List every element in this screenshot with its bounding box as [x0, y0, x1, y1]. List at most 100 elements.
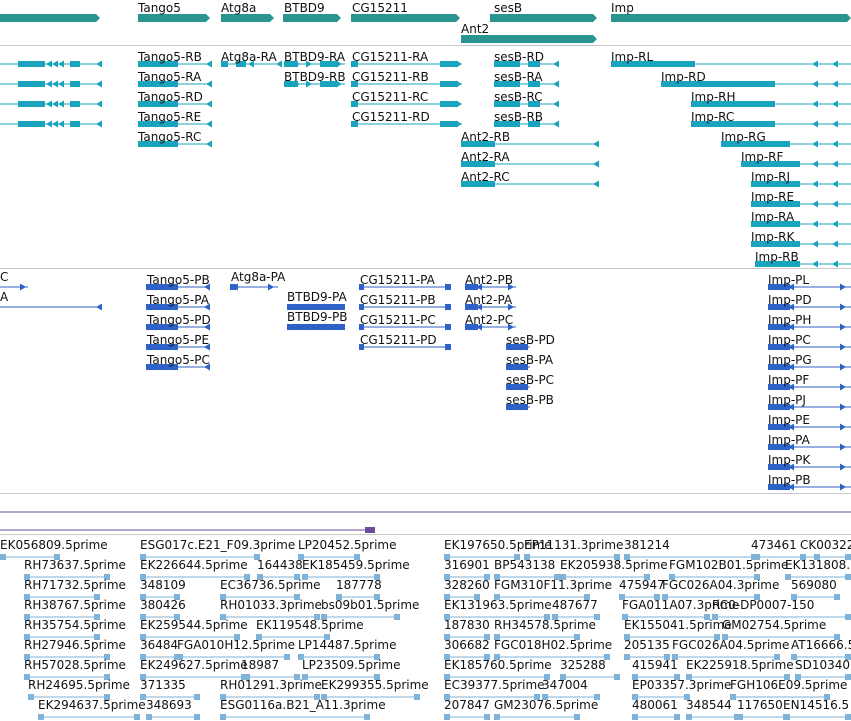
est-block[interactable] [619, 594, 625, 600]
est-block[interactable] [140, 554, 146, 560]
est-block[interactable] [220, 594, 226, 600]
exon-block[interactable] [768, 484, 790, 490]
exon-block[interactable] [528, 121, 540, 127]
gene-label[interactable]: Imp [611, 1, 634, 15]
est-block[interactable] [140, 694, 146, 700]
est-block[interactable] [314, 694, 320, 700]
exon-block[interactable] [70, 121, 80, 127]
est-block[interactable] [0, 554, 6, 560]
est-block[interactable] [104, 654, 110, 660]
est-label[interactable]: 207847 [444, 698, 490, 712]
est-label[interactable]: BP543138 [494, 558, 556, 572]
est-block[interactable] [444, 574, 450, 580]
est-block[interactable] [785, 574, 791, 580]
exon-block[interactable] [768, 404, 790, 410]
est-label[interactable]: EK294637.5prime [38, 698, 146, 712]
est-block[interactable] [146, 714, 152, 720]
protein-label[interactable]: CG15211-PB [360, 293, 436, 307]
est-label[interactable]: EK205938.5prime [560, 558, 668, 572]
est-block[interactable] [24, 654, 30, 660]
exon-block[interactable] [284, 61, 298, 67]
est-label[interactable]: 381214 [624, 538, 670, 552]
protein-label[interactable]: sesB-PA [506, 353, 554, 367]
est-label[interactable]: EK185760.5prime [444, 658, 552, 672]
protein-label[interactable]: Tango5-PC [147, 353, 210, 367]
transcript-label[interactable]: CG15211-RC [352, 90, 429, 104]
est-block[interactable] [494, 574, 500, 580]
est-block[interactable] [722, 634, 728, 640]
est-label[interactable]: 325288 [560, 658, 606, 672]
transcript-label[interactable]: Imp-RC [691, 110, 735, 124]
est-block[interactable] [751, 554, 757, 560]
protein-label[interactable]: Atg8a-PA [231, 270, 286, 284]
est-label[interactable]: 371335 [140, 678, 186, 692]
transcript-label[interactable]: Tango5-RA [138, 70, 202, 84]
exon-block[interactable] [751, 221, 800, 227]
est-block[interactable] [321, 614, 327, 620]
protein-label[interactable]: Tango5-PE [147, 333, 210, 347]
est-block[interactable] [374, 574, 380, 580]
est-block[interactable] [484, 654, 490, 660]
est-block[interactable] [94, 614, 100, 620]
est-label[interactable]: 569080 [791, 578, 837, 592]
est-block[interactable] [104, 574, 110, 580]
est-block[interactable] [834, 594, 840, 600]
est-block[interactable] [134, 714, 140, 720]
exon-block[interactable] [351, 121, 358, 127]
exon-block[interactable] [661, 81, 775, 87]
est-block[interactable] [241, 674, 247, 680]
est-label[interactable]: FGM102B01.5prime [669, 558, 789, 572]
est-block[interactable] [664, 654, 670, 660]
est-block[interactable] [845, 714, 851, 720]
est-block[interactable] [737, 714, 743, 720]
est-label[interactable]: RH71732.5prime [24, 578, 126, 592]
est-block[interactable] [824, 694, 830, 700]
est-block[interactable] [298, 654, 304, 660]
est-block[interactable] [484, 714, 490, 720]
protein-label[interactable]: C [0, 270, 9, 284]
est-block[interactable] [194, 694, 200, 700]
exon-block[interactable] [440, 61, 458, 67]
protein-label[interactable]: BTBD9-PA [287, 290, 347, 304]
est-label[interactable]: CK00322 [800, 538, 851, 552]
exon-block[interactable] [359, 284, 364, 290]
est-label[interactable]: ESG017c.E21_F09.3prime [140, 538, 296, 552]
est-block[interactable] [374, 674, 380, 680]
protein-label[interactable]: Imp-PG [768, 353, 812, 367]
exon-block[interactable] [528, 101, 540, 107]
est-label[interactable]: 348544 [686, 698, 732, 712]
est-block[interactable] [800, 554, 806, 560]
scaffold-end-marker[interactable] [365, 527, 375, 533]
est-block[interactable] [284, 654, 290, 660]
est-block[interactable] [604, 654, 610, 660]
est-block[interactable] [140, 614, 146, 620]
exon-block[interactable] [138, 101, 150, 107]
est-label[interactable]: EK225918.5prime [686, 658, 794, 672]
est-block[interactable] [244, 574, 250, 580]
transcript-label[interactable]: Ant2-RA [461, 150, 510, 164]
exon-block[interactable] [70, 61, 80, 67]
est-block[interactable] [594, 614, 600, 620]
exon-block[interactable] [691, 101, 775, 107]
est-label[interactable]: EK131963.5prime [444, 598, 552, 612]
exon-block[interactable] [138, 141, 150, 147]
gene-bar[interactable] [611, 14, 851, 22]
est-label[interactable]: RH35754.5prime [24, 618, 126, 632]
est-block[interactable] [302, 674, 308, 680]
exon-block[interactable] [18, 121, 45, 127]
transcript-label[interactable]: sesB-RD [494, 50, 545, 64]
transcript-label[interactable]: Tango5-RD [138, 90, 203, 104]
est-label[interactable]: FGC026A04.5prime [672, 638, 790, 652]
transcript-label[interactable]: Ant2-RC [461, 170, 510, 184]
est-block[interactable] [494, 634, 500, 640]
est-block[interactable] [614, 554, 620, 560]
est-block[interactable] [574, 634, 580, 640]
exon-block[interactable] [768, 444, 790, 450]
protein-label[interactable]: Imp-PB [768, 473, 811, 487]
exon-block[interactable] [18, 101, 45, 107]
est-label[interactable]: RH01291.3prime [220, 678, 322, 692]
transcript-label[interactable]: BTBD9-RB [284, 70, 346, 84]
exon-block[interactable] [768, 284, 790, 290]
protein-label[interactable]: Imp-PA [768, 433, 810, 447]
est-block[interactable] [254, 554, 260, 560]
